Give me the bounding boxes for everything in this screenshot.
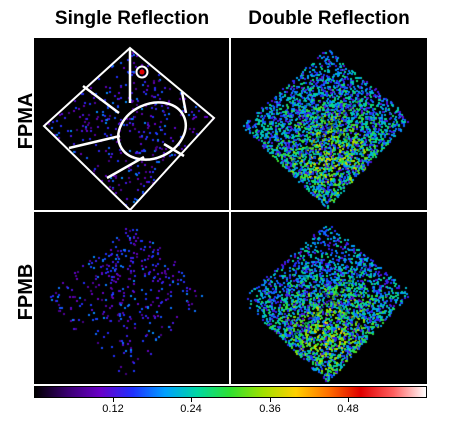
image-fpmb-single bbox=[34, 212, 229, 384]
colorbar-tick-3 bbox=[270, 398, 271, 402]
quadrant-divider-left-top bbox=[82, 85, 120, 114]
quadrant-divider-right-top bbox=[180, 91, 188, 114]
quadrant-divider-left bbox=[68, 134, 121, 150]
colorbar-label-1: 0.12 bbox=[102, 403, 124, 415]
point-source-circle bbox=[135, 65, 149, 79]
quadrant-divider-bottom bbox=[106, 155, 145, 180]
colorbar-label-2: 0.24 bbox=[180, 403, 202, 415]
colorbar-tick-4 bbox=[348, 398, 349, 402]
colorbar bbox=[34, 386, 427, 398]
panel-fpmb-double bbox=[231, 212, 427, 384]
region-overlay bbox=[42, 46, 216, 210]
quadrant-divider-right bbox=[163, 142, 185, 158]
point-source-dot bbox=[139, 69, 145, 75]
image-fpmb-double bbox=[231, 212, 427, 384]
panel-fpma-single bbox=[34, 38, 229, 210]
panel-fpmb-single bbox=[34, 212, 229, 384]
colorbar-label-4: 0.48 bbox=[337, 403, 359, 415]
colorbar-tick-1 bbox=[113, 398, 114, 402]
detector-outline bbox=[42, 46, 216, 210]
colorbar-tick-2 bbox=[191, 398, 192, 402]
image-fpma-single bbox=[34, 38, 229, 210]
column-title-double-reflection: Double Reflection bbox=[248, 8, 410, 29]
colorbar-label-3: 0.36 bbox=[259, 403, 281, 415]
image-fpma-double bbox=[231, 38, 427, 210]
panel-fpma-double bbox=[231, 38, 427, 210]
column-title-single-reflection: Single Reflection bbox=[54, 8, 210, 29]
source-ellipse bbox=[117, 101, 187, 161]
